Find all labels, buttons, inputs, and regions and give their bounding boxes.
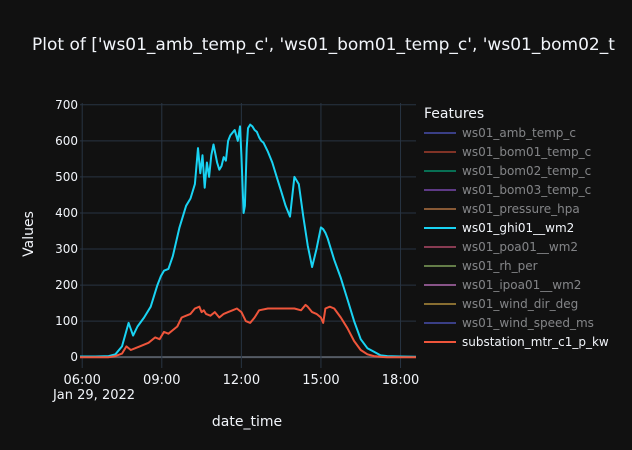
y-tick-label: 600 <box>55 134 78 148</box>
legend-label: ws01_ghi01__wm2 <box>462 221 574 235</box>
x-tick-label: 12:00 <box>223 373 260 388</box>
legend-label: ws01_rh_per <box>462 259 538 273</box>
legend-item[interactable]: ws01_bom01_temp_c <box>424 145 591 159</box>
y-axis-title: Values <box>21 211 37 257</box>
legend-item[interactable]: ws01_poa01__wm2 <box>424 240 578 254</box>
legend: Features ws01_amb_temp_c ws01_bom01_temp_… <box>424 106 609 349</box>
legend-item[interactable]: ws01_wind_dir_deg <box>424 297 578 311</box>
y-tick-label: 200 <box>55 278 78 292</box>
legend-label: ws01_ipoa01__wm2 <box>462 278 581 292</box>
y-tick-label: 700 <box>55 98 78 112</box>
x-tick-label: 09:00 <box>143 373 180 388</box>
legend-label: ws01_bom02_temp_c <box>462 164 591 178</box>
x-date-label: Jan 29, 2022 <box>52 388 135 403</box>
legend-label: ws01_poa01__wm2 <box>462 240 578 254</box>
legend-label: substation_mtr_c1_p_kw <box>462 335 609 349</box>
legend-item[interactable]: ws01_ipoa01__wm2 <box>424 278 581 292</box>
legend-item[interactable]: ws01_bom02_temp_c <box>424 164 591 178</box>
series-line-ws01_ghi01__wm2 <box>80 123 417 358</box>
legend-label: ws01_amb_temp_c <box>462 126 576 140</box>
legend-item[interactable]: ws01_rh_per <box>424 259 538 273</box>
series-line-substation_mtr_c1_p_kw <box>80 303 416 359</box>
legend-label: ws01_bom01_temp_c <box>462 145 591 159</box>
legend-label: ws01_bom03_temp_c <box>462 183 591 197</box>
x-tick-label: 15:00 <box>302 373 339 388</box>
legend-item[interactable]: ws01_ghi01__wm2 <box>424 221 574 235</box>
legend-label: ws01_wind_speed_ms <box>462 316 594 330</box>
legend-label: ws01_wind_dir_deg <box>462 297 578 311</box>
y-tick-label: 300 <box>55 242 78 256</box>
legend-items: ws01_amb_temp_c ws01_bom01_temp_c ws01_bom… <box>424 126 609 349</box>
legend-item[interactable]: ws01_bom03_temp_c <box>424 183 591 197</box>
x-tick-label: 18:00 <box>382 373 419 388</box>
legend-item[interactable]: ws01_pressure_hpa <box>424 202 580 216</box>
y-tick-label: 100 <box>55 314 78 328</box>
x-axis-title: date_time <box>212 414 282 430</box>
legend-title: Features <box>424 106 484 122</box>
legend-item[interactable]: ws01_wind_speed_ms <box>424 316 594 330</box>
y-tick-label: 0 <box>70 350 78 364</box>
y-axis: 0 100 200 300 400 500 600 700 <box>55 98 78 364</box>
legend-item[interactable]: substation_mtr_c1_p_kw <box>424 335 609 349</box>
y-tick-label: 500 <box>55 170 78 184</box>
legend-label: ws01_pressure_hpa <box>462 202 580 216</box>
x-tick-label: 06:00 <box>63 373 100 388</box>
x-axis: 06:00 09:00 12:00 15:00 18:00 <box>63 373 419 388</box>
y-tick-label: 400 <box>55 206 78 220</box>
legend-item[interactable]: ws01_amb_temp_c <box>424 126 576 140</box>
plot-area <box>80 103 417 368</box>
chart-title: Plot of ['ws01_amb_temp_c', 'ws01_bom01_… <box>32 35 615 55</box>
